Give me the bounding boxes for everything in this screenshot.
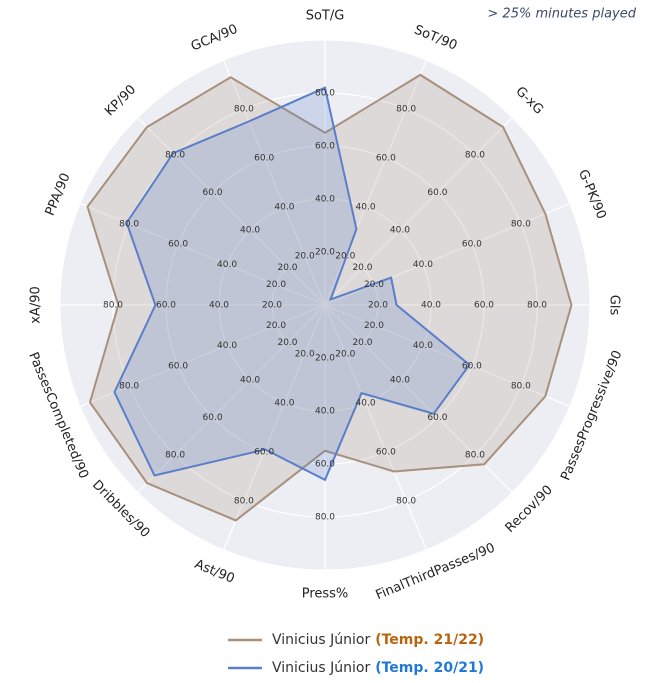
r-tick-label: 80.0 <box>165 450 185 460</box>
r-tick-label: 60.0 <box>203 413 223 423</box>
category-label: GCA/90 <box>189 22 240 55</box>
r-tick-label: 60.0 <box>376 447 396 457</box>
spoke <box>324 304 571 407</box>
annotation: > 25% minutes played <box>487 7 636 22</box>
r-tick-label: 40.0 <box>356 203 376 213</box>
spoke <box>223 59 326 306</box>
r-tick-label: 20.0 <box>315 248 335 258</box>
r-tick-label: 80.0 <box>315 89 335 99</box>
r-tick-label: 20.0 <box>277 263 297 273</box>
spoke <box>137 304 326 493</box>
r-tick-label: 40.0 <box>390 375 410 385</box>
r-tick-label: 40.0 <box>356 398 376 408</box>
r-tick-label: 80.0 <box>165 151 185 161</box>
series-area <box>113 86 471 482</box>
category-label: Ast/90 <box>192 557 236 587</box>
spoke <box>324 304 427 551</box>
r-tick-label: 40.0 <box>217 341 237 351</box>
legend-season: (Temp. 20/21) <box>375 660 484 676</box>
spoke <box>79 203 326 306</box>
r-tick-label: 60.0 <box>474 301 494 311</box>
spoke <box>324 59 427 306</box>
r-tick-label: 40.0 <box>413 260 433 270</box>
r-tick-label: 40.0 <box>274 398 294 408</box>
legend-name: Vinicius Júnior <box>272 660 370 676</box>
r-tick-label: 80.0 <box>396 496 416 506</box>
r-tick-label: 60.0 <box>203 188 223 198</box>
r-tick-label: 60.0 <box>315 460 335 470</box>
spoke <box>324 304 513 493</box>
r-tick-label: 40.0 <box>421 301 441 311</box>
r-tick-label: 60.0 <box>254 154 274 164</box>
r-tick-label: 80.0 <box>119 382 139 392</box>
r-tick-label: 20.0 <box>266 280 286 290</box>
r-tick-label: 80.0 <box>465 450 485 460</box>
r-tick-label: 40.0 <box>413 341 433 351</box>
category-label: Press% <box>302 586 349 601</box>
category-label: Gls <box>606 295 621 316</box>
r-tick-label: 40.0 <box>209 301 229 311</box>
category-label: KP/90 <box>102 82 139 119</box>
r-tick-label: 80.0 <box>119 219 139 229</box>
r-tick-label: 60.0 <box>315 142 335 152</box>
r-tick-label: 80.0 <box>511 219 531 229</box>
category-label: G-xG <box>512 84 546 118</box>
series-area <box>86 73 573 522</box>
category-label: SoT/90 <box>412 23 459 54</box>
r-tick-label: 20.0 <box>335 349 355 359</box>
r-tick-label: 20.0 <box>295 252 315 262</box>
r-tick-label: 60.0 <box>254 447 274 457</box>
r-tick-label: 20.0 <box>335 252 355 262</box>
r-tick-label: 80.0 <box>465 151 485 161</box>
r-tick-label: 20.0 <box>352 338 372 348</box>
spoke <box>324 117 513 306</box>
r-tick-label: 60.0 <box>427 188 447 198</box>
r-tick-label: 80.0 <box>527 301 547 311</box>
r-tick-label: 60.0 <box>462 361 482 371</box>
r-tick-label: 60.0 <box>156 301 176 311</box>
legend-season: (Temp. 21/22) <box>375 632 484 648</box>
r-tick-label: 60.0 <box>427 413 447 423</box>
r-tick-label: 40.0 <box>315 407 335 417</box>
r-tick-label: 40.0 <box>240 375 260 385</box>
r-tick-label: 20.0 <box>368 301 388 311</box>
r-tick-label: 40.0 <box>390 226 410 236</box>
r-tick-label: 80.0 <box>315 513 335 523</box>
legend-entry: Vinicius Júnior (Temp. 21/22) <box>272 632 484 648</box>
r-tick-label: 80.0 <box>396 105 416 115</box>
spoke <box>79 304 326 407</box>
r-tick-label: 80.0 <box>103 301 123 311</box>
spoke <box>223 304 326 551</box>
r-tick-label: 20.0 <box>295 349 315 359</box>
r-tick-label: 80.0 <box>511 382 531 392</box>
r-tick-label: 80.0 <box>234 496 254 506</box>
r-tick-label: 20.0 <box>364 280 384 290</box>
r-tick-label: 40.0 <box>217 260 237 270</box>
spoke <box>137 117 326 306</box>
r-tick-label: 20.0 <box>364 321 384 331</box>
r-tick-label: 40.0 <box>315 195 335 205</box>
category-label: PPA/90 <box>43 171 74 218</box>
r-tick-label: 40.0 <box>274 203 294 213</box>
legend-entry: Vinicius Júnior (Temp. 20/21) <box>272 660 484 676</box>
r-tick-label: 60.0 <box>168 361 188 371</box>
r-tick-label: 20.0 <box>352 263 372 273</box>
r-tick-label: 20.0 <box>266 321 286 331</box>
r-tick-label: 20.0 <box>315 354 335 364</box>
r-tick-label: 20.0 <box>262 301 282 311</box>
r-tick-label: 60.0 <box>462 240 482 250</box>
r-tick-label: 80.0 <box>234 105 254 115</box>
category-label: SoT/G <box>306 9 345 24</box>
category-label: xA/90 <box>29 286 44 324</box>
legend-name: Vinicius Júnior <box>272 632 370 648</box>
r-tick-label: 60.0 <box>376 154 396 164</box>
category-label: G-PK/90 <box>575 168 609 222</box>
r-tick-label: 60.0 <box>168 240 188 250</box>
spoke <box>324 203 571 306</box>
r-tick-label: 40.0 <box>240 226 260 236</box>
r-tick-label: 20.0 <box>277 338 297 348</box>
